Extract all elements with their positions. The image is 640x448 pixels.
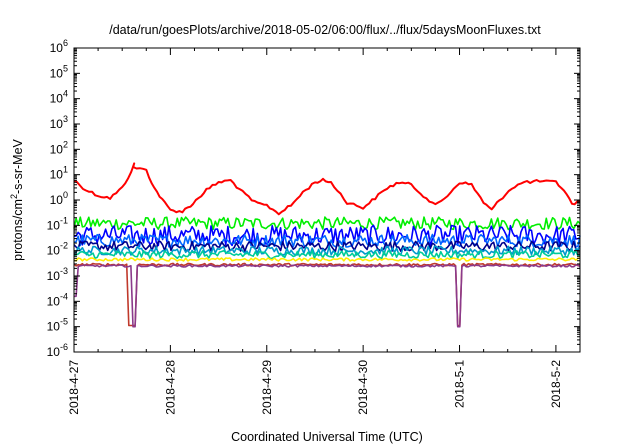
chart-title: /data/run/goesPlots/archive/2018-05-02/0… xyxy=(109,23,541,37)
y-tick-label: 10-2 xyxy=(47,241,68,258)
series-line xyxy=(73,233,581,248)
y-tick-label: 10-6 xyxy=(47,342,68,359)
y-tick-label: 102 xyxy=(50,139,68,156)
y-axis: 10-6 10-5 10-4 10-3 10-2 10-1 100 101 102 103 104 1… xyxy=(47,38,580,359)
x-tick-label: 2018-4-29 xyxy=(260,360,274,415)
y-tick-label: 105 xyxy=(50,63,68,80)
x-tick-label: 2018-5-2 xyxy=(549,360,563,408)
y-tick-label: 10-3 xyxy=(47,266,68,283)
series-line xyxy=(73,250,581,260)
y-tick-label: 103 xyxy=(50,114,68,131)
series-line xyxy=(74,264,581,328)
x-axis-title: Coordinated Universal Time (UTC) xyxy=(231,430,423,444)
x-tick-label: 2018-4-27 xyxy=(67,360,81,415)
y-tick-label: 10-4 xyxy=(47,291,68,308)
x-tick-label: 2018-5-1 xyxy=(453,360,467,408)
y-tick-label: 100 xyxy=(50,190,68,207)
series-layer xyxy=(73,162,581,328)
series-line xyxy=(73,257,581,262)
y-tick-label: 10-5 xyxy=(47,317,68,334)
y-tick-label: 10-1 xyxy=(47,215,68,232)
series-line xyxy=(73,262,581,327)
y-tick-label: 101 xyxy=(50,165,68,182)
series-line xyxy=(73,216,581,231)
y-tick-label: 104 xyxy=(50,89,68,106)
x-tick-label: 2018-4-30 xyxy=(356,360,370,415)
x-tick-label: 2018-4-28 xyxy=(163,360,177,415)
x-axis: 2018-4-27 2018-4-28 2018-4-29 2018-4-30 2018… xyxy=(67,48,563,415)
y-axis-title: protons/cm2-s-sr-MeV xyxy=(9,138,25,260)
plot-frame xyxy=(73,47,581,353)
y-tick-label: 106 xyxy=(50,38,68,55)
series-line xyxy=(73,162,581,216)
